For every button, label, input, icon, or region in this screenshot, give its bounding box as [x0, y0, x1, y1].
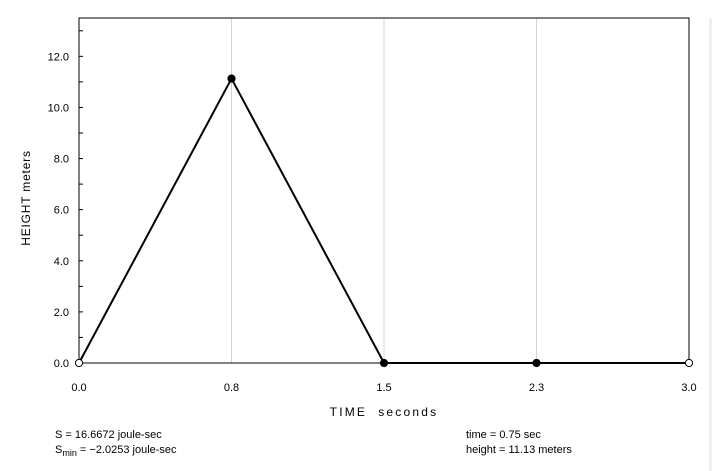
x-tick-label: 1.5: [376, 382, 391, 394]
window-edge: [709, 18, 712, 471]
y-tick-label: 10.0: [48, 102, 69, 114]
time-readout: time = 0.75 sec: [466, 429, 541, 441]
x-axis-ticks: 0.0 0.8 1.5 2.3 3.0: [71, 382, 696, 394]
grid-lines: [231, 18, 537, 363]
min-action-symbol: S: [55, 444, 63, 456]
min-action-subscript: min: [62, 448, 77, 459]
action-readout: S = 16.6672 joule-sec: [55, 429, 162, 441]
y-tick-label: 4.0: [54, 256, 69, 268]
min-action-readout: Smin = −2.0253 joule-sec: [55, 444, 177, 458]
height-readout: height = 11.13 meters: [466, 444, 572, 456]
x-tick-label: 2.3: [529, 382, 544, 394]
y-tick-label: 12.0: [48, 51, 69, 63]
draggable-point-marker[interactable]: [379, 358, 389, 368]
draggable-point-marker[interactable]: [227, 74, 236, 83]
y-axis-ticks: 0.0 2.0 4.0 6.0 8.0 10.0 12.0: [48, 30, 83, 370]
x-tick-label: 3.0: [681, 382, 696, 394]
fixed-endpoint-marker: [684, 358, 694, 368]
y-tick-label: 8.0: [54, 154, 69, 166]
y-tick-label: 6.0: [54, 205, 69, 217]
data-points: [74, 74, 694, 368]
draggable-point-marker[interactable]: [532, 358, 541, 368]
y-tick-label: 0.0: [54, 358, 69, 370]
y-axis-title: HEIGHT meters: [19, 150, 33, 246]
fixed-endpoint-marker: [74, 358, 84, 368]
x-axis-title: TIME seconds: [330, 405, 439, 419]
min-action-value: = −2.0253 joule-sec: [76, 444, 177, 456]
x-tick-label: 0.0: [71, 382, 86, 394]
y-tick-label: 2.0: [54, 307, 69, 319]
x-tick-label: 0.8: [224, 382, 239, 394]
